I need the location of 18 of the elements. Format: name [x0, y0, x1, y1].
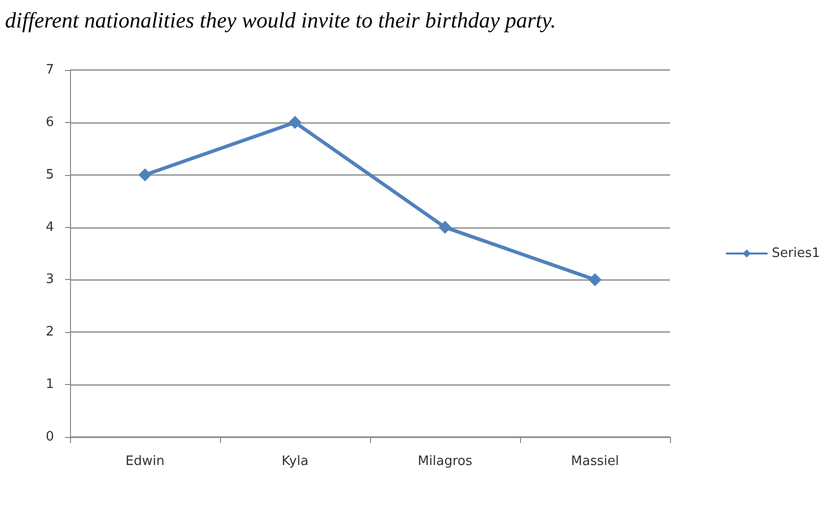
y-tick-label: 3 [46, 272, 54, 288]
y-tick-label: 0 [46, 430, 54, 444]
y-tick-label: 1 [46, 377, 54, 392]
y-tick-label: 4 [46, 220, 54, 235]
y-tick-label: 5 [46, 167, 54, 182]
point [438, 220, 452, 234]
chart-title: different nationalities they would invite to their birthday party. [5, 8, 556, 32]
x-tick-label: Milagros [418, 454, 472, 469]
x-tick-label: Kyla [282, 454, 308, 469]
x-tick-label: Massiel [571, 454, 619, 469]
point [138, 168, 152, 182]
y-tick-label: 2 [46, 324, 54, 340]
x-tick-label: Edwin [126, 454, 164, 469]
y-tick-label: 6 [46, 114, 54, 130]
y-tick-label: 7 [46, 62, 54, 78]
legend-label: Series1 [772, 246, 820, 261]
point [588, 273, 602, 286]
point [288, 116, 302, 129]
